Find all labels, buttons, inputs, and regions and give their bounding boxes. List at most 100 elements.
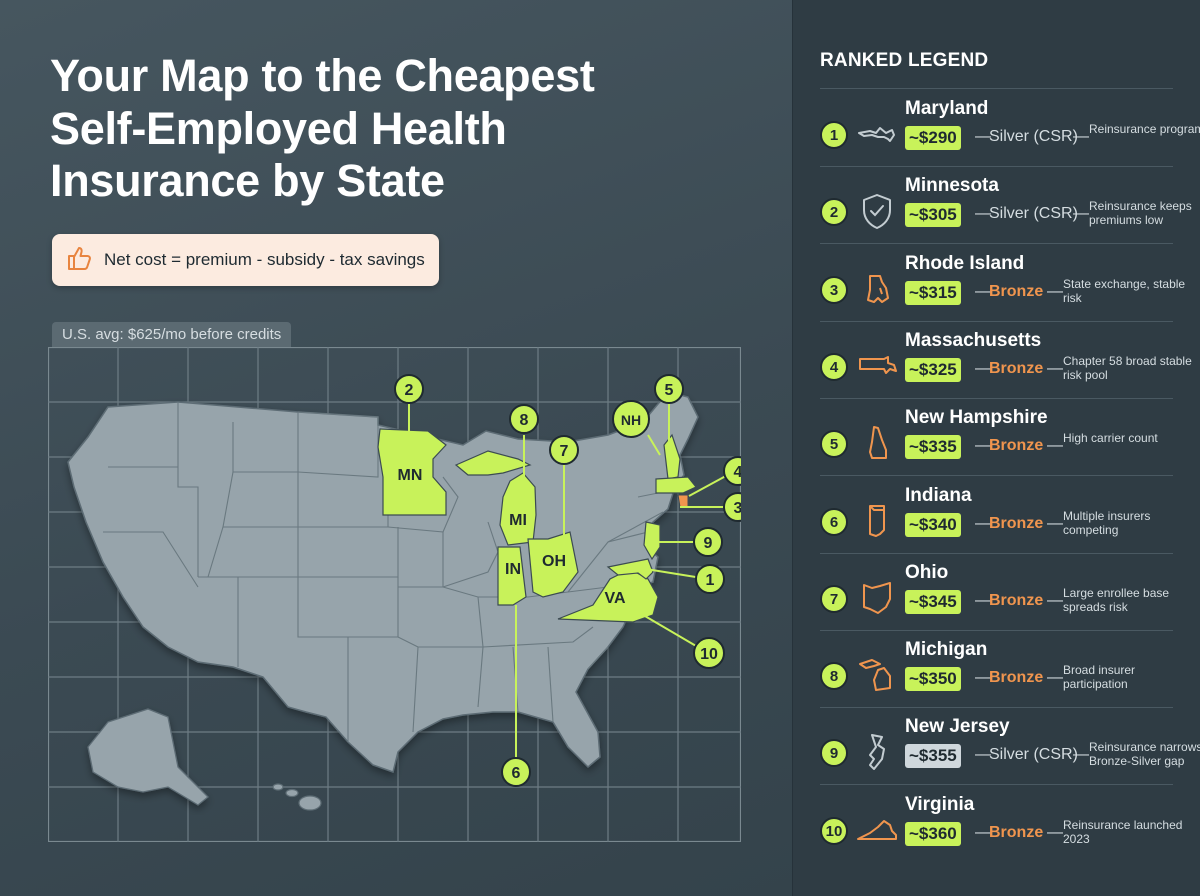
map-badge-4[interactable]: 4 xyxy=(723,456,741,486)
map-badge-9[interactable]: 9 xyxy=(693,527,723,557)
separator: — xyxy=(975,283,991,300)
state-ma[interactable] xyxy=(655,476,697,494)
legend-note: Large enrollee base spreads risk xyxy=(1063,586,1170,614)
separator: — xyxy=(975,669,991,686)
map-badge-10[interactable]: 10 xyxy=(693,637,725,669)
legend-row-2[interactable]: 2 Minnesota ~$305— Silver (CSR) — Reinsurance… xyxy=(820,175,1192,252)
separator: — xyxy=(1047,283,1063,300)
legend-divider xyxy=(820,784,1173,785)
us-average-label: U.S. avg: $625/mo before credits xyxy=(52,322,292,348)
map-badge-5[interactable]: 5 xyxy=(654,374,684,404)
separator: — xyxy=(1047,592,1063,609)
svg-text:4: 4 xyxy=(734,464,741,481)
legend-divider xyxy=(820,321,1173,322)
legend-row-9[interactable]: 9 New Jersey ~$355— Silver (CSR) — Reinsuranc… xyxy=(820,716,1200,793)
hawaii-outline xyxy=(272,783,322,811)
ohio-outline-icon xyxy=(863,582,891,614)
map-badge-3[interactable]: 3 xyxy=(723,492,741,522)
legend-row-1[interactable]: 1 Maryland ~$290— Silver (CSR) — Reinsurance … xyxy=(820,98,1200,175)
legend-tier: Bronze xyxy=(989,824,1044,841)
map-badge-7[interactable]: 7 xyxy=(549,435,579,465)
legend-tier: Bronze xyxy=(989,515,1044,532)
legend-row-10[interactable]: 10 Virginia ~$360— Bronze — Reinsurance launc… xyxy=(820,794,1182,871)
legend-divider xyxy=(820,475,1173,476)
legend-tier: Bronze xyxy=(989,592,1044,609)
svg-text:6: 6 xyxy=(512,765,521,782)
state-oh[interactable] xyxy=(527,531,579,598)
rank-badge: 7 xyxy=(820,585,848,613)
massachusetts-outline-icon xyxy=(859,356,897,374)
legend-state-name: Minnesota xyxy=(905,175,999,196)
separator: — xyxy=(975,515,991,532)
legend-tier: Bronze xyxy=(989,669,1044,686)
label-nh-badge: NH xyxy=(621,412,641,428)
state-mi-upper[interactable] xyxy=(454,450,532,476)
us-map: MN MI NH OH IN VA 2 8 7 5 4 xyxy=(48,347,741,842)
separator: — xyxy=(1047,515,1063,532)
legend-state-name: Indiana xyxy=(905,485,972,506)
indiana-outline-icon xyxy=(869,505,885,537)
highlighted-states xyxy=(377,428,697,623)
separator: — xyxy=(1047,669,1063,686)
svg-text:7: 7 xyxy=(560,443,569,460)
label-va: VA xyxy=(604,590,625,607)
legend-tier: Silver (CSR) xyxy=(989,128,1078,145)
legend-state-name: Rhode Island xyxy=(905,253,1025,274)
legend-divider xyxy=(820,553,1173,554)
separator: — xyxy=(975,360,991,377)
state-va[interactable] xyxy=(557,568,659,623)
legend-row-3[interactable]: 3 Rhode Island ~$315— Bronze — State exchange… xyxy=(820,253,1185,330)
legend-price: ~$355 xyxy=(905,744,961,768)
alaska-outline xyxy=(87,708,209,806)
legend-note: Reinsurance program xyxy=(1089,122,1200,136)
legend-price: ~$305 xyxy=(905,203,961,227)
legend-row-8[interactable]: 8 Michigan ~$350— Bronze — Broad insurer part… xyxy=(820,639,1180,716)
legend-row-4[interactable]: 4 Massachusetts ~$325— Bronze — Chapter 58 br… xyxy=(820,330,1192,407)
state-mn[interactable] xyxy=(377,428,447,516)
page-title: Your Map to the Cheapest Self-Employed H… xyxy=(50,50,750,208)
legend-divider xyxy=(820,243,1173,244)
legend-row-5[interactable]: 5 New Hampshire ~$335— Bronze — High carrier … xyxy=(820,407,1180,484)
shield-check-icon xyxy=(863,194,891,229)
map-badge-nh[interactable] xyxy=(612,400,650,438)
new-jersey-outline-icon xyxy=(869,734,885,770)
legend-row-7[interactable]: 7 Ohio ~$345— Bronze — Large enrollee base sp… xyxy=(820,562,1180,639)
rank-badge: 4 xyxy=(820,353,848,381)
legend-row-6[interactable]: 6 Indiana ~$340— Bronze — Multiple insurers c… xyxy=(820,485,1180,562)
svg-text:1: 1 xyxy=(706,572,715,589)
rank-badge: 9 xyxy=(820,739,848,767)
legend-tier: Silver (CSR) xyxy=(989,205,1078,222)
state-ri[interactable] xyxy=(677,494,689,508)
state-md[interactable] xyxy=(606,558,654,580)
legend-price: ~$350 xyxy=(905,667,961,691)
legend-divider xyxy=(820,166,1173,167)
legend-divider xyxy=(820,630,1173,631)
rank-badge: 3 xyxy=(820,276,848,304)
legend-tier: Bronze xyxy=(989,283,1044,300)
svg-text:8: 8 xyxy=(520,412,529,429)
rank-badge: 6 xyxy=(820,508,848,536)
legend-state-name: New Jersey xyxy=(905,716,1010,737)
title-line-1: Your Map to the Cheapest xyxy=(50,50,595,101)
title-line-2: Self-Employed Health xyxy=(50,102,507,154)
map-badge-8[interactable]: 8 xyxy=(509,404,539,434)
legend-note: Reinsurance narrows Bronze-Silver gap xyxy=(1089,740,1200,768)
leader-lines xyxy=(408,404,736,772)
legend-state-name: Ohio xyxy=(905,562,949,583)
legend-price: ~$335 xyxy=(905,435,961,459)
svg-text:3: 3 xyxy=(734,500,741,517)
legend-note: Reinsurance launched 2023 xyxy=(1063,818,1183,846)
map-badge-1[interactable]: 1 xyxy=(695,564,725,594)
maryland-outline-icon xyxy=(858,127,895,142)
separator: — xyxy=(975,437,991,454)
new-hampshire-outline-icon xyxy=(869,426,887,459)
map-badge-2[interactable]: 2 xyxy=(394,374,424,404)
separator: — xyxy=(1073,746,1089,763)
svg-text:9: 9 xyxy=(704,535,713,552)
map-badge-6[interactable]: 6 xyxy=(501,757,531,787)
state-in[interactable] xyxy=(497,546,527,606)
legend-price: ~$325 xyxy=(905,358,961,382)
state-nj[interactable] xyxy=(643,521,661,561)
title-line-3: Insurance by State xyxy=(50,155,445,207)
virginia-outline-icon xyxy=(857,820,897,840)
